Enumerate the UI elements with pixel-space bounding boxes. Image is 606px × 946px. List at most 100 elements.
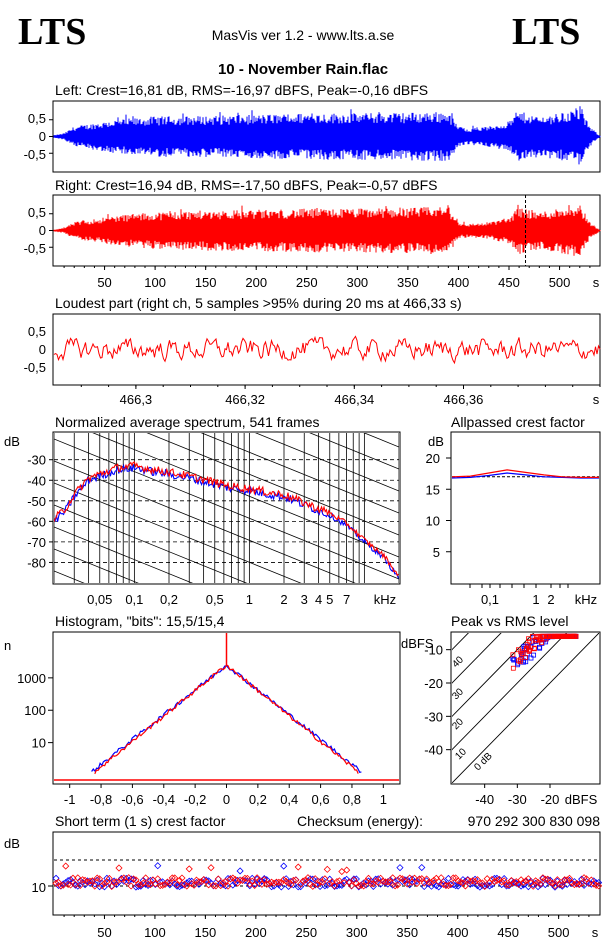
stc-point	[88, 877, 96, 885]
stc-point	[340, 879, 348, 887]
spectrum-x-tick-label: 2	[280, 592, 287, 607]
waveform-x-tick-label: 300	[346, 275, 368, 290]
pvr-x-tick-label: dBFS	[565, 792, 598, 807]
waveform-trace	[53, 106, 601, 165]
stc-point	[481, 882, 489, 890]
stc-point	[154, 875, 162, 883]
stc-point	[447, 881, 455, 889]
histogram-x-tick-label: 0,4	[280, 792, 298, 807]
right-ytick-1: 0	[39, 223, 46, 238]
histogram-x-tick-label: 0,6	[312, 792, 330, 807]
pvr-crest-diagonal	[452, 633, 535, 717]
pvr-inner	[452, 633, 599, 783]
stc-point	[260, 876, 268, 884]
pvr-point	[545, 633, 551, 639]
stc-point	[493, 877, 501, 885]
stc-point	[71, 881, 79, 889]
stc-point	[202, 876, 210, 884]
stc-point	[299, 877, 307, 885]
stc-point	[214, 875, 222, 883]
allpassed-x-tick-label: 2	[547, 592, 554, 607]
pvr-point	[511, 657, 517, 663]
loudest-plot	[53, 335, 601, 365]
pvr-x-tick-label: -30	[508, 792, 527, 807]
stc-point	[175, 883, 184, 891]
pvr-point	[536, 644, 542, 650]
stc-frame	[52, 831, 601, 916]
spectrum-slope-line	[200, 433, 399, 514]
stc-point	[115, 864, 123, 872]
spectrum-right-trace	[54, 461, 399, 577]
histogram-left-trace	[91, 665, 362, 773]
stc-plot	[52, 859, 603, 891]
stc-point	[519, 878, 528, 886]
histogram-x-tick-label: 0	[223, 792, 230, 807]
stc-point	[217, 882, 225, 890]
histogram-plot	[54, 633, 399, 781]
stc-x-tick-label: 100	[144, 925, 166, 940]
pvr-title: Peak vs RMS level	[451, 613, 568, 629]
stc-point	[505, 881, 513, 889]
pvr-point	[526, 647, 532, 653]
pvr-point	[520, 650, 526, 656]
stc-point	[129, 875, 138, 883]
pvr-y-tick-label: -40	[424, 743, 443, 758]
stc-point	[79, 876, 87, 884]
spectrum-title: Normalized average spectrum, 541 frames	[55, 414, 320, 430]
stc-point	[238, 876, 247, 885]
pvr-point	[530, 633, 535, 639]
pvr-diagonal-label: 20	[450, 716, 466, 732]
stc-point	[437, 874, 445, 882]
right-waveform-title: Right: Crest=16,94 dB, RMS=-17,50 dBFS, …	[55, 177, 437, 193]
histogram-x-tick-label: -1	[64, 792, 76, 807]
stc-point	[294, 863, 302, 871]
stc-point	[415, 875, 423, 883]
pvr-diagonal-label: 10	[453, 746, 469, 762]
stc-point	[331, 882, 339, 890]
left-waveform-plot	[49, 106, 601, 165]
allpassed-y-tick-label: 5	[433, 545, 440, 560]
stc-point	[449, 874, 457, 882]
stc-point	[314, 880, 322, 889]
stc-point	[171, 874, 179, 882]
stc-point	[500, 875, 508, 883]
stc-point	[105, 874, 113, 883]
allpassed-axes: 20 15 10 5 0,1 1 2 kHz	[426, 451, 598, 607]
stc-point	[93, 874, 101, 882]
spectrum-x-tick-label: kHz	[374, 592, 396, 607]
stc-point	[490, 878, 499, 886]
spectrum-slope-line	[255, 433, 399, 492]
stc-point	[178, 874, 186, 882]
stc-point	[289, 881, 297, 889]
stc-point	[222, 878, 230, 886]
histogram-right-trace	[94, 664, 359, 775]
histogram-axes: 1000 100 10 -1 -0,8 -0,6 -0,4 -0,2 0 0,2 0,4 0,6 0,8…	[17, 671, 387, 807]
pvr-point	[532, 638, 538, 644]
stc-point	[207, 864, 215, 872]
allpassed-y-tick-label: 15	[426, 482, 440, 497]
stc-point	[539, 874, 547, 883]
stc-point	[461, 882, 469, 890]
allpassed-frame	[450, 431, 601, 585]
stc-point	[231, 879, 239, 887]
stc-point	[190, 881, 198, 889]
stc-point	[159, 881, 167, 889]
stc-point	[347, 882, 356, 890]
lts-logo-left: LTS	[18, 11, 86, 53]
allpassed-title: Allpassed crest factor	[451, 414, 585, 430]
stc-point	[175, 876, 184, 884]
stc-point	[396, 864, 404, 872]
stc-point	[558, 881, 566, 889]
loud-ytick-2: -0,5	[24, 360, 46, 375]
stc-point	[563, 876, 571, 884]
stc-point	[541, 875, 549, 883]
pvr-frame	[450, 631, 601, 785]
stc-title: Short term (1 s) crest factor	[55, 813, 226, 829]
stc-point	[117, 875, 125, 883]
pvr-point	[511, 656, 517, 662]
stc-point	[91, 882, 99, 890]
pvr-point	[524, 642, 530, 647]
stc-point	[144, 880, 152, 888]
allpassed-y-tick-label: 20	[426, 451, 440, 466]
stc-point	[248, 877, 256, 885]
